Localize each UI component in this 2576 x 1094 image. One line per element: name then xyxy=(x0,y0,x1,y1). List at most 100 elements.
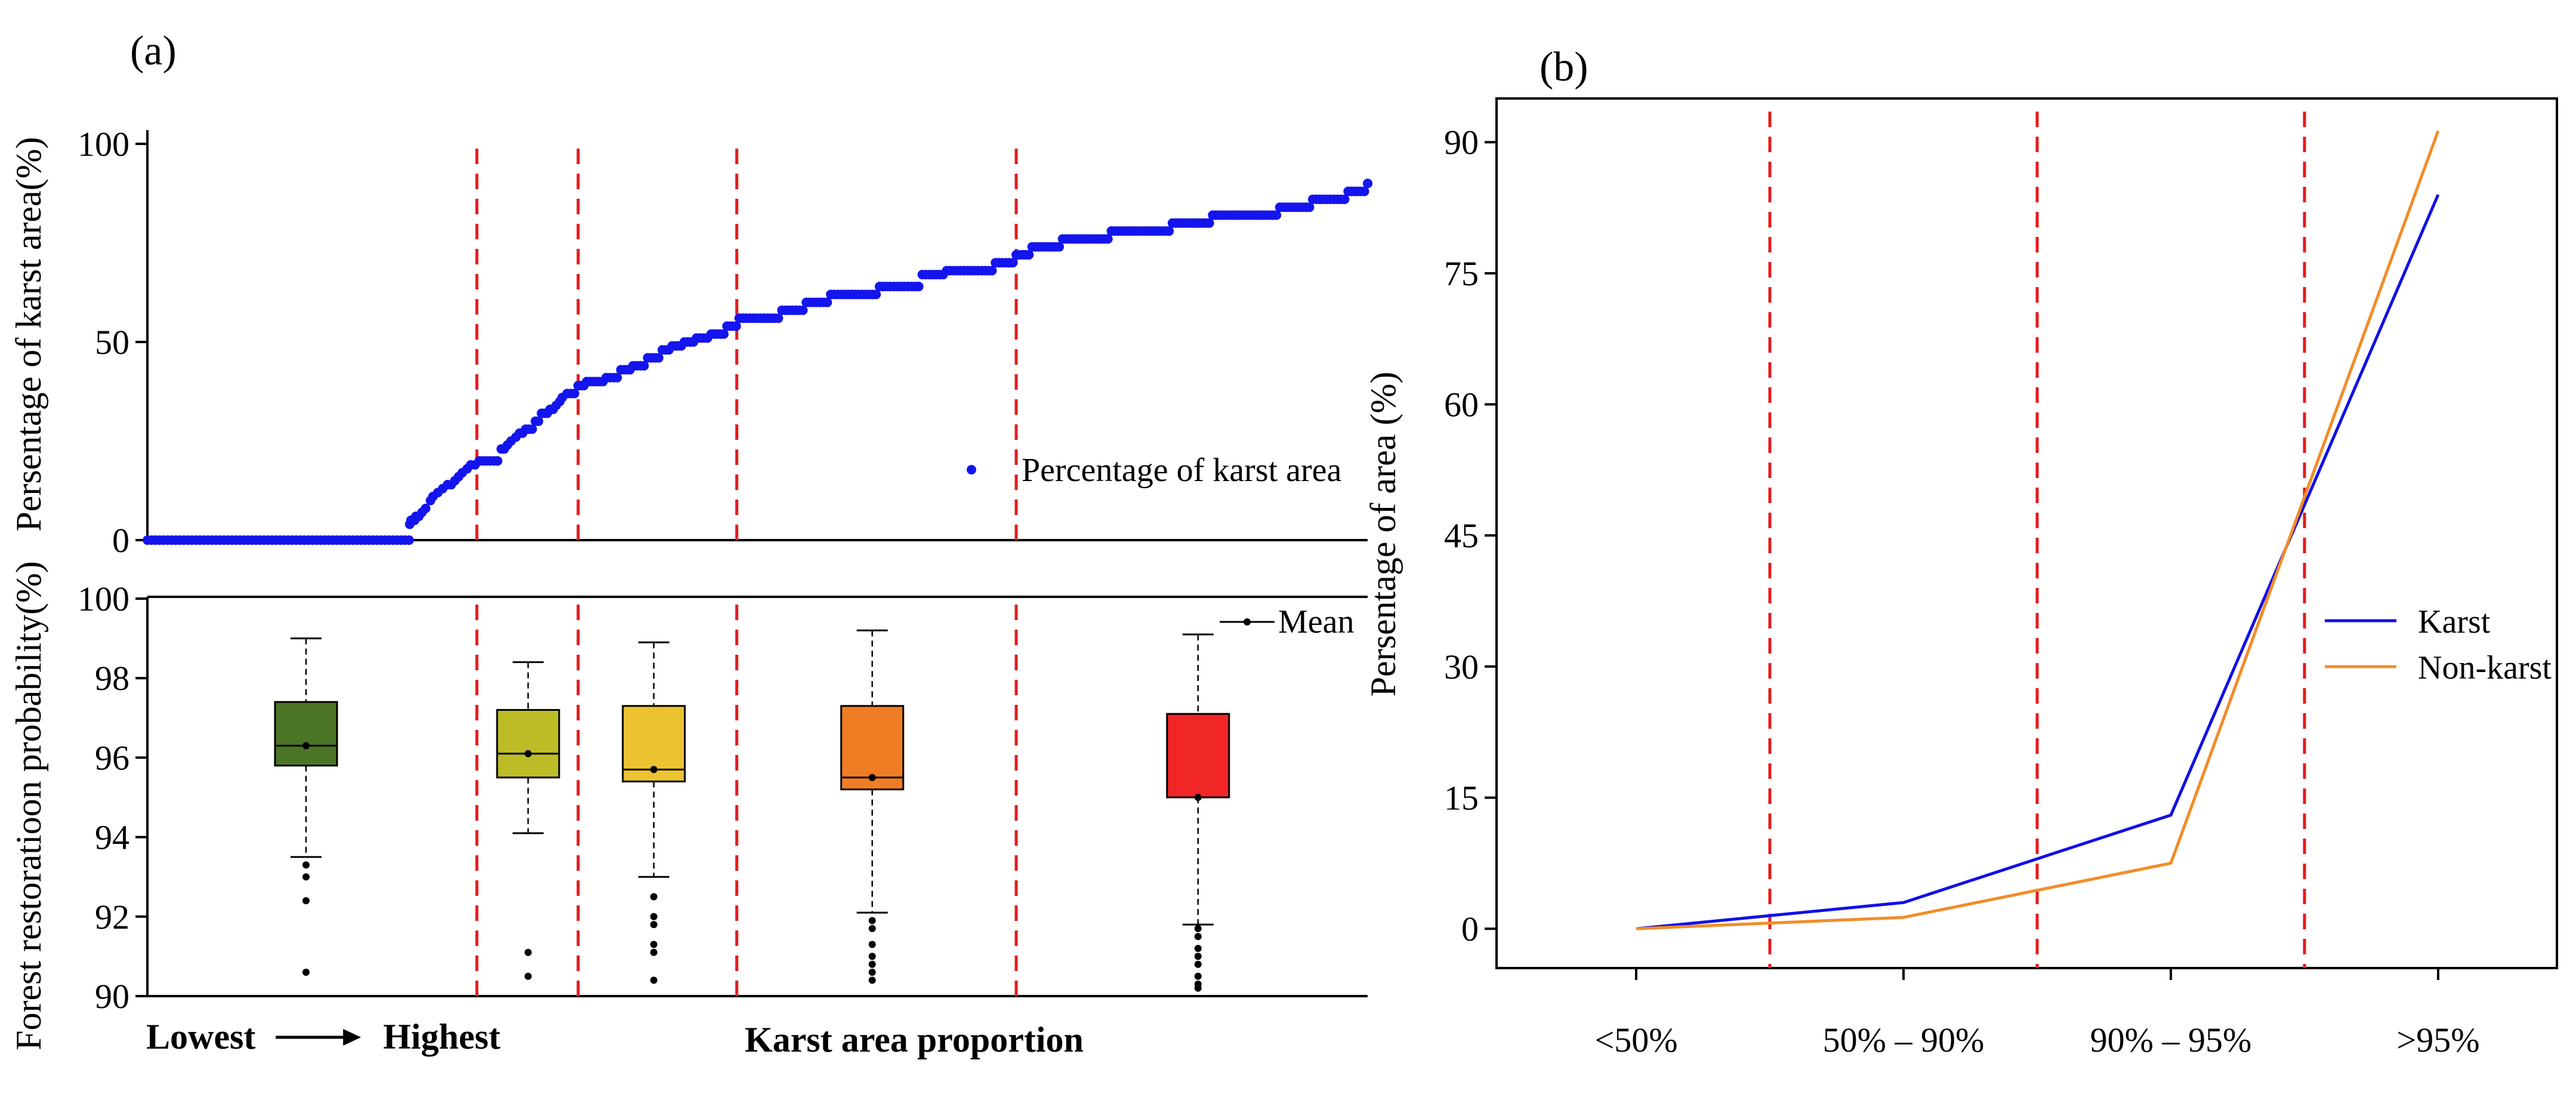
box-outlier xyxy=(302,873,310,881)
a-bottom-y-tick-label: 94 xyxy=(95,818,129,857)
box-outlier xyxy=(525,972,532,980)
karst-percentage-point xyxy=(639,360,649,371)
karst-percentage-point xyxy=(404,535,414,545)
a-top-legend-label: Percentage of karst area xyxy=(1022,452,1341,489)
karst-percentage-point xyxy=(822,297,832,307)
a-top-y-tick-label: 0 xyxy=(112,521,129,560)
a-top-legend-marker xyxy=(967,465,976,474)
box-outlier xyxy=(1194,953,1202,960)
box-outlier xyxy=(302,861,310,869)
box-iqr xyxy=(496,708,560,779)
karst-percentage-point xyxy=(798,305,808,315)
box-mean xyxy=(650,766,658,773)
box-mean xyxy=(1194,794,1202,801)
karst-percentage-point xyxy=(719,329,729,339)
a-bottom-y-tick-label: 96 xyxy=(95,738,129,777)
b-x-tick-label: 50% – 90% xyxy=(1823,1021,1985,1059)
karst-percentage-point xyxy=(731,321,741,331)
box-outlier xyxy=(868,969,876,976)
box-outlier xyxy=(868,960,876,968)
karst-percentage-point xyxy=(1008,258,1018,268)
karst-percentage-point xyxy=(987,266,997,276)
non-karst-series-line xyxy=(1636,130,2440,930)
b-y-tick-label: 90 xyxy=(1444,123,1479,162)
karst-percentage-point xyxy=(492,456,502,466)
box-outlier xyxy=(868,976,876,984)
karst-percentage-point xyxy=(527,424,537,434)
x-arrow-end-label: Highest xyxy=(383,1017,501,1056)
karst-percentage-point xyxy=(1363,178,1372,189)
karst-percentage-point xyxy=(612,372,622,383)
b-y-tick-label: 0 xyxy=(1461,910,1479,948)
box-outlier xyxy=(868,953,876,960)
box-outlier xyxy=(650,913,658,920)
b-y-tick-label: 30 xyxy=(1444,648,1479,686)
legend-nonkarst-label: Non-karst xyxy=(2418,649,2552,686)
b-x-tick-label: 90% – 95% xyxy=(2090,1021,2252,1059)
karst-percentage-point xyxy=(653,353,664,363)
karst-percentage-point xyxy=(533,416,544,426)
box-outlier xyxy=(868,941,876,948)
panel-b-label: (b) xyxy=(1540,44,1588,90)
box-outlier xyxy=(868,917,876,924)
karst-percentage-point xyxy=(871,289,881,300)
x-arrow-head xyxy=(343,1029,361,1046)
box-mean xyxy=(525,750,532,757)
box-mean xyxy=(302,742,310,750)
panel-a-label: (a) xyxy=(130,28,177,74)
box-outlier xyxy=(1194,933,1202,941)
mean-legend-marker xyxy=(1244,618,1251,625)
box-mean xyxy=(868,773,876,781)
box-outlier xyxy=(302,969,310,976)
mean-legend-label: Mean xyxy=(1278,603,1355,640)
box-outlier xyxy=(650,976,658,984)
box-outlier xyxy=(302,897,310,905)
a-bottom-x-label: Karst area proportion xyxy=(745,1020,1084,1059)
b-y-tick-label: 75 xyxy=(1444,254,1479,293)
karst-percentage-point xyxy=(1164,226,1174,236)
box-outlier xyxy=(525,948,532,956)
box-outlier xyxy=(650,941,658,948)
panel-a-bottom: 90 92 94 96 98 100 Forest restoratioon probab… xyxy=(9,561,1368,1059)
karst-percentage-point xyxy=(1204,218,1214,228)
a-top-y-label: Persentage of karst area(%) xyxy=(9,137,48,531)
a-bottom-y-tick-label: 98 xyxy=(95,659,129,698)
b-x-tick-label: <50% xyxy=(1594,1021,1677,1059)
karst-percentage-point xyxy=(1103,234,1113,244)
box-iqr xyxy=(274,701,338,767)
b-y-tick-label: 15 xyxy=(1444,778,1479,817)
b-plot-frame xyxy=(1495,97,2558,969)
karst-percentage-point xyxy=(1272,210,1282,220)
box-outlier xyxy=(868,924,876,932)
karst-percentage-point xyxy=(569,389,579,399)
box-outlier xyxy=(1194,960,1202,968)
box-outlier xyxy=(650,893,658,901)
a-bottom-y-tick-label: 100 xyxy=(78,580,129,618)
box-outlier xyxy=(1194,972,1202,980)
karst-percentage-point xyxy=(1054,242,1065,252)
a-bottom-y-tick-label: 90 xyxy=(95,977,129,1016)
b-y-tick-label: 45 xyxy=(1444,516,1479,555)
a-bottom-y-label: Forest restoratioon probability(%) xyxy=(9,561,48,1050)
legend-karst-label: Karst xyxy=(2418,603,2491,640)
b-y-label: Persentage of area (%) xyxy=(1363,372,1403,697)
karst-percentage-point xyxy=(1340,194,1350,204)
box-iqr xyxy=(1166,713,1230,799)
box-outlier xyxy=(1194,984,1202,992)
box-outlier xyxy=(650,948,658,956)
karst-percentage-point xyxy=(1304,202,1315,212)
box-outlier xyxy=(650,921,658,929)
karst-percentage-point xyxy=(1359,186,1369,196)
a-top-y-tick-label: 50 xyxy=(95,323,129,362)
a-top-y-tick-label: 100 xyxy=(78,125,129,164)
x-arrow-start-label: Lowest xyxy=(146,1017,255,1056)
karst-percentage-point xyxy=(421,503,431,513)
b-y-tick-label: 60 xyxy=(1444,386,1479,424)
a-bottom-y-tick-label: 92 xyxy=(95,898,129,936)
karst-percentage-point xyxy=(773,313,783,323)
karst-percentage-point xyxy=(1024,249,1034,260)
panel-a-top: 0 50 100 Persentage of karst area(%) Perce… xyxy=(9,125,1372,560)
b-x-tick-label: >95% xyxy=(2396,1021,2479,1059)
